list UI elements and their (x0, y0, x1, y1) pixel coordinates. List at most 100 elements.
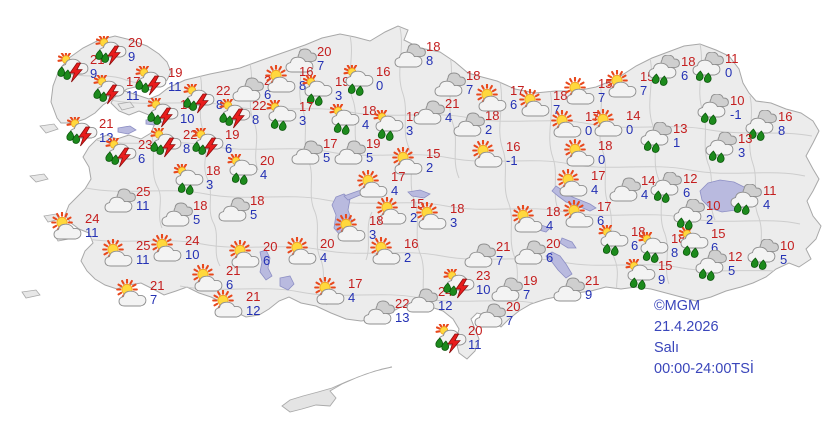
sun-cloud-icon (605, 69, 641, 105)
temp-high: 19 (335, 74, 350, 89)
sunny-showers-icon (636, 230, 672, 267)
temp-low: 7 (553, 102, 561, 117)
temp-high: 19 (523, 273, 538, 288)
temp-low: 6 (510, 97, 518, 112)
temp-high: 14 (626, 108, 641, 123)
weather-station: 17 0 (550, 110, 599, 145)
temp-high: 16 (404, 236, 419, 251)
temp-high: 19 (168, 65, 183, 80)
weather-station: 16 2 (369, 237, 418, 272)
temp-high: 25 (136, 184, 151, 199)
weather-station: 17 4 (356, 170, 405, 205)
weather-station: 17 4 (556, 169, 605, 204)
temp-low: 3 (450, 215, 458, 230)
temp-low: 2 (426, 160, 434, 175)
weather-station: 23 10 (441, 266, 490, 304)
weather-station: 24 11 (50, 212, 99, 247)
weather-station: 18 4 (511, 205, 560, 240)
weather-station: 18 6 (596, 223, 645, 260)
temp-low: 4 (362, 117, 370, 132)
temp-high: 11 (725, 51, 739, 66)
temp-high: 18 (450, 201, 465, 216)
cloudy-icon (450, 109, 486, 144)
forecast-date: 21.4.2026 (654, 319, 719, 335)
thunderstorm-icon (133, 63, 169, 101)
weather-station: 21 7 (115, 279, 164, 314)
temp-high: 20 (263, 239, 278, 254)
weather-station: 18 0 (563, 139, 612, 174)
sun-cloud-icon (356, 169, 392, 205)
thunderstorm-icon (181, 81, 217, 119)
temp-high: 10 (780, 238, 795, 253)
sun-cloud-icon (562, 199, 598, 235)
sunny-showers-icon (371, 108, 407, 145)
temp-high: 21 (445, 96, 460, 111)
weather-station: 13 1 (638, 122, 687, 157)
weather-station: 17 11 (91, 72, 140, 110)
temp-low: 3 (206, 177, 214, 192)
weather-station: 20 6 (228, 240, 277, 275)
temp-low: 12 (438, 298, 453, 313)
temp-high: 15 (658, 258, 673, 273)
temp-high: 18 (681, 54, 696, 69)
temp-low: 11 (136, 198, 150, 213)
rain-icon (703, 131, 739, 167)
rain-icon (728, 183, 764, 219)
temp-high: 20 (320, 236, 335, 251)
weather-station: 18 4 (327, 102, 377, 139)
weather-station: 15 9 (623, 257, 673, 294)
temp-low: 9 (585, 287, 593, 302)
temp-low: 11 (468, 337, 482, 352)
weather-station: 17 6 (562, 200, 611, 235)
temp-high: 21 (226, 263, 241, 278)
temp-low: 4 (445, 110, 453, 125)
sun-cloud-icon (285, 236, 321, 272)
cloudy-icon (550, 274, 586, 309)
weather-station: 17 5 (288, 137, 337, 172)
weather-station: 21 4 (410, 97, 459, 132)
temp-high: 20 (260, 153, 275, 168)
temp-low: 11 (85, 225, 99, 240)
weather-station: 24 10 (150, 234, 199, 269)
temp-low: 6 (631, 238, 639, 253)
temp-low: 6 (546, 250, 554, 265)
temp-low: 7 (317, 58, 325, 73)
weather-station: 19 5 (331, 137, 380, 172)
cloudy-icon (488, 274, 524, 309)
weather-station: 21 12 (211, 290, 260, 325)
sun-cloud-icon (471, 139, 507, 175)
temp-low: 6 (597, 213, 605, 228)
temp-high: 18 (466, 68, 481, 83)
lake-uluabat (117, 125, 137, 135)
weather-station: 15 7 (605, 70, 654, 105)
temp-high: 22 (395, 296, 410, 311)
weather-station: 23 6 (103, 135, 152, 173)
temp-high: 16 (376, 64, 391, 79)
temp-high: 18 (362, 103, 377, 118)
temp-low: 0 (376, 78, 384, 93)
temp-high: 17 (323, 136, 338, 151)
temp-low: 13 (395, 310, 410, 325)
temp-low: 7 (150, 292, 158, 307)
temp-high: 18 (485, 108, 500, 123)
temp-low: 4 (320, 250, 328, 265)
cloudy-icon (288, 137, 324, 172)
cloudy-icon (461, 240, 497, 275)
weather-station: 20 9 (93, 33, 142, 71)
weather-station: 14 0 (591, 109, 640, 144)
weather-station: 16 -1 (471, 140, 520, 175)
temp-low: 9 (90, 66, 98, 81)
temp-high: 21 (496, 239, 511, 254)
temp-low: -1 (730, 107, 742, 122)
rain-icon (743, 109, 779, 145)
temp-low: 2 (410, 210, 418, 225)
rain-icon (690, 51, 726, 87)
temp-high: 10 (706, 198, 721, 213)
temp-low: 6 (711, 240, 719, 255)
temp-low: 3 (299, 113, 307, 128)
weather-station: 15 2 (375, 197, 424, 232)
weather-station: 25 11 (101, 185, 150, 220)
weather-station: 2412 (403, 285, 452, 320)
cloudy-icon (606, 174, 642, 209)
weather-station: 12 6 (648, 172, 697, 207)
